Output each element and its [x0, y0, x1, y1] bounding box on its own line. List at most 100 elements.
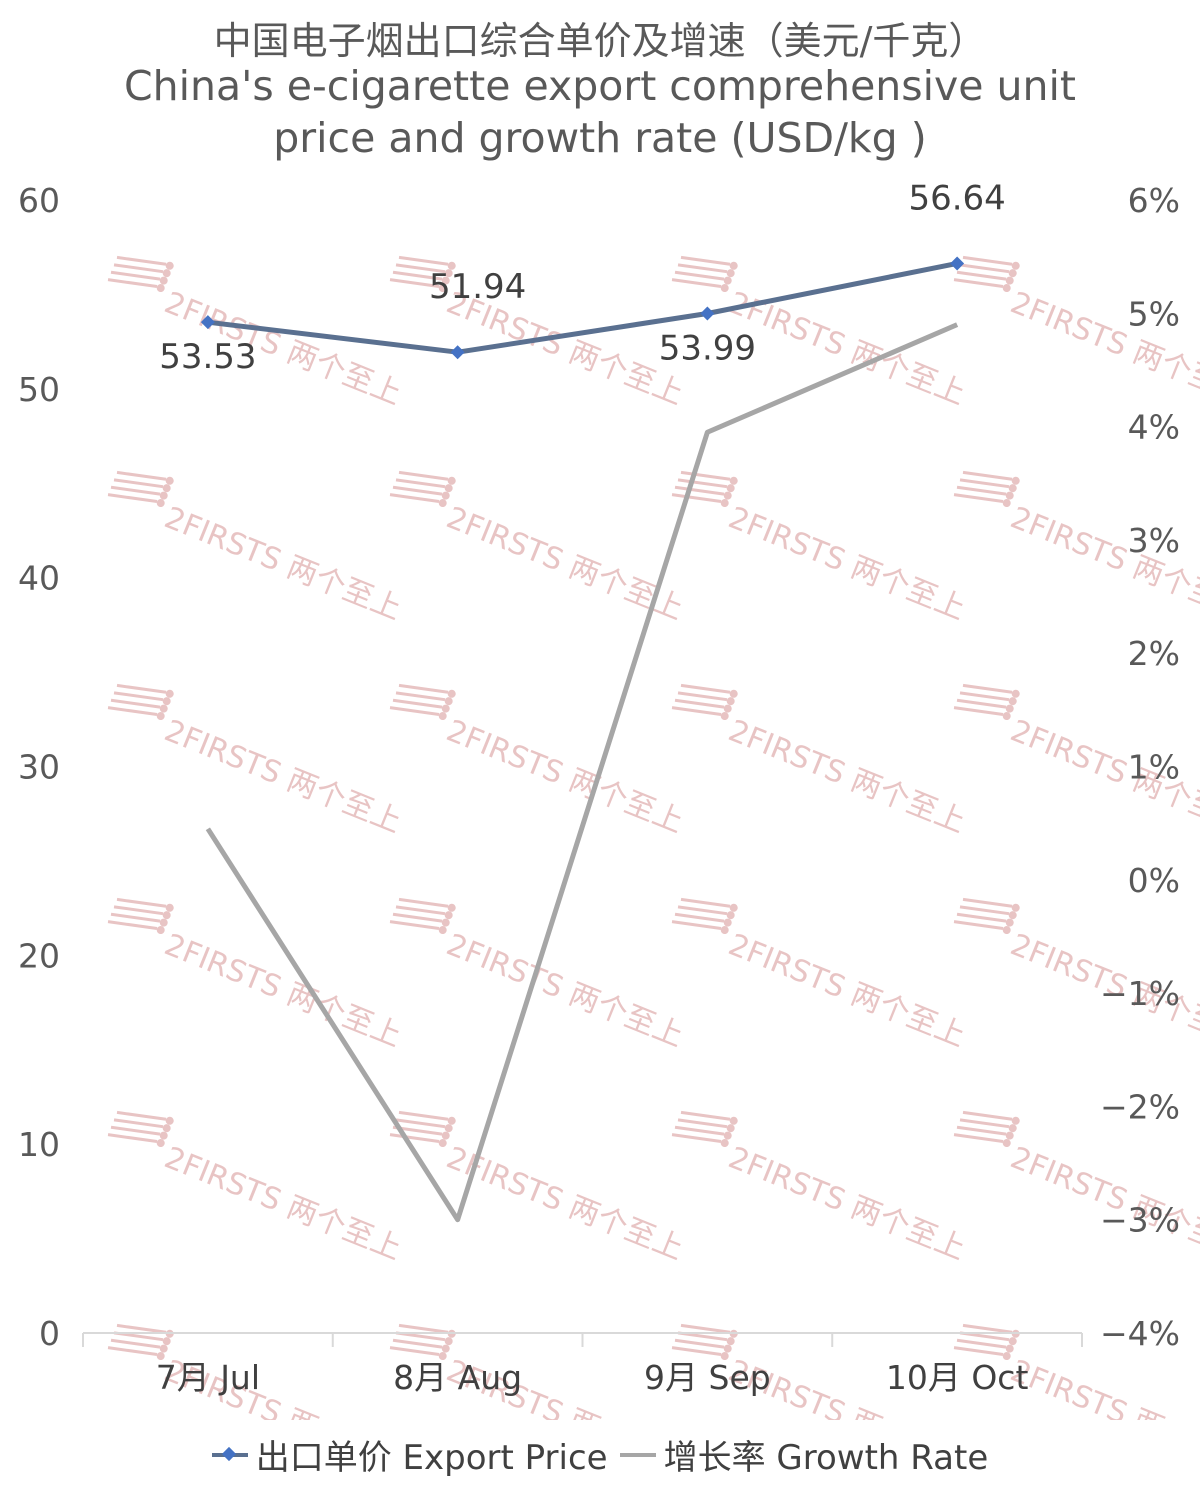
watermark-stroke [677, 263, 728, 274]
watermark-stroke [674, 1125, 725, 1136]
watermark-dot [1002, 1139, 1011, 1148]
watermark-text: 2FIRSTS 两个至上 [160, 500, 407, 627]
watermark-stroke [671, 1346, 722, 1357]
watermark-stroke [959, 691, 1010, 702]
watermark-dot [438, 926, 447, 935]
watermark-stroke [398, 683, 449, 694]
watermark-dot [165, 261, 174, 270]
export-price-point [200, 315, 215, 330]
watermark-stroke [116, 1110, 167, 1121]
watermark-icon: 2FIRSTS 两个至上 [671, 470, 970, 627]
watermark-dot [1005, 918, 1014, 927]
watermark-dot [165, 476, 174, 485]
watermark-text: 2FIRSTS 两个至上 [724, 713, 971, 840]
watermark-dot [444, 1124, 453, 1133]
watermark-stroke [959, 1118, 1010, 1129]
watermark-stroke [959, 905, 1010, 916]
watermark-stroke [389, 278, 440, 289]
watermark-dot [444, 484, 453, 493]
watermark-icon: 2FIRSTS 两个至上 [389, 470, 688, 627]
watermark-dot [159, 918, 168, 927]
watermark-dot [723, 491, 732, 500]
watermark-stroke [398, 255, 449, 266]
watermark-stroke [107, 493, 158, 504]
watermark-dot [723, 276, 732, 285]
watermark-stroke [680, 470, 731, 481]
watermark-dot [438, 1352, 447, 1361]
y-left-tick-label: 40 [18, 559, 60, 598]
y-right-tick-label: 4% [1128, 408, 1180, 447]
y-right-tick-label: −4% [1100, 1314, 1180, 1353]
watermark-dot [726, 697, 735, 706]
x-tick-label: 10月 Oct [886, 1358, 1029, 1397]
watermark-dot [444, 1337, 453, 1346]
watermark-stroke [956, 698, 1007, 709]
watermark-icon: 2FIRSTS 两个至上 [107, 683, 406, 840]
watermark-dot [438, 712, 447, 721]
watermark-stroke [398, 1110, 449, 1121]
chart-title-cn: 中国电子烟出口综合单价及增速（美元/千克） [213, 19, 987, 63]
watermark-stroke [674, 485, 725, 496]
watermark-stroke [389, 706, 440, 717]
watermark-stroke [959, 263, 1010, 274]
watermark-stroke [113, 478, 164, 489]
watermark-stroke [680, 683, 731, 694]
watermark-dot [447, 476, 456, 485]
watermark-stroke [962, 897, 1013, 908]
watermark-stroke [677, 1118, 728, 1129]
watermark-text: 2FIRSTS 两个至上 [442, 713, 689, 840]
watermark-stroke [956, 1338, 1007, 1349]
watermark-dot [726, 1124, 735, 1133]
watermark-stroke [962, 1323, 1013, 1334]
watermark-text: 2FIRSTS 两个至上 [724, 1140, 971, 1267]
watermark-text: 2FIRSTS 两个至上 [160, 1140, 407, 1267]
watermark-dot [1005, 491, 1014, 500]
watermark-stroke [671, 493, 722, 504]
watermark-stroke [392, 912, 443, 923]
watermark-dot [447, 1116, 456, 1125]
watermark-stroke [107, 706, 158, 717]
watermark-stroke [956, 1125, 1007, 1136]
watermark-stroke [392, 270, 443, 281]
watermark-dot [162, 484, 171, 493]
watermark-stroke [398, 470, 449, 481]
watermark-dot [162, 1124, 171, 1133]
watermark-stroke [680, 1110, 731, 1121]
growth-rate-line [205, 322, 959, 1223]
watermark-dot [723, 918, 732, 927]
watermark-stroke [680, 1323, 731, 1334]
export-price-series [200, 256, 965, 360]
watermark-dot [1002, 1352, 1011, 1361]
watermark-dot [156, 499, 165, 508]
watermark-dot [1008, 484, 1017, 493]
watermark-stroke [680, 255, 731, 266]
watermark-dot [438, 1139, 447, 1148]
watermark-dot [1002, 926, 1011, 935]
y-left-tick-label: 30 [18, 748, 60, 787]
watermark-stroke [677, 691, 728, 702]
watermark-dot [1008, 911, 1017, 920]
watermark-stroke [398, 897, 449, 908]
watermark-dot [159, 704, 168, 713]
watermark-stroke [395, 263, 446, 274]
y-right-tick-label: 2% [1128, 634, 1180, 673]
watermark-dot [162, 911, 171, 920]
watermark-stroke [107, 920, 158, 931]
watermark-dot [1005, 1131, 1014, 1140]
watermark-stroke [674, 912, 725, 923]
watermark-dot [729, 903, 738, 912]
legend-growth-label: 增长率 Growth Rate [663, 1438, 989, 1478]
watermark-stroke [392, 485, 443, 496]
watermark-stroke [671, 1133, 722, 1144]
watermark-dot [720, 926, 729, 935]
watermark-dot [726, 484, 735, 493]
y-right-tick-label: 3% [1128, 521, 1180, 560]
watermark-dot [720, 1352, 729, 1361]
watermark-stroke [956, 485, 1007, 496]
watermark-dot [720, 499, 729, 508]
y-right-tick-label: 5% [1128, 294, 1180, 333]
y-right-tick-label: 6% [1128, 181, 1180, 220]
watermark-dot [441, 276, 450, 285]
x-tick-label: 7月 Jul [156, 1358, 260, 1397]
watermark-dot [441, 1344, 450, 1353]
